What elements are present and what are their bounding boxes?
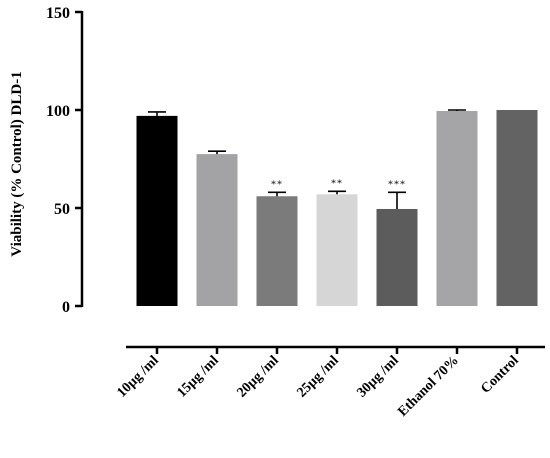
x-axis: [126, 345, 545, 354]
bar: [256, 196, 298, 306]
category-label: Control: [478, 353, 522, 397]
significance-marker: ***: [388, 179, 406, 190]
y-tick-label: 0: [62, 299, 70, 316]
bar: [496, 110, 538, 306]
category-labels: 10µg /ml 15µg /ml 20µg /ml 25µg /ml 30µg /ml…: [114, 353, 521, 420]
category-label: 20µg /ml: [234, 353, 281, 400]
bar: [436, 110, 478, 306]
y-tick-label: 150: [46, 5, 70, 22]
y-tick-label: 100: [46, 103, 70, 120]
category-label: Ethanol 70%: [395, 353, 461, 419]
y-tick-label: 50: [54, 201, 70, 218]
significance-marker: **: [331, 178, 343, 189]
category-label: 30µg /ml: [354, 353, 401, 400]
error-bars: [148, 109, 466, 209]
y-axis-label: Viability (% Control) DLD-1: [9, 71, 25, 256]
bar: [196, 154, 238, 306]
category-label: 15µg /ml: [174, 353, 221, 400]
bar: [316, 194, 358, 306]
bars: [136, 110, 538, 306]
bar: [376, 208, 418, 306]
significance-markers: ** ** ***: [271, 178, 406, 190]
bar: [136, 115, 178, 306]
category-label: 10µg /ml: [114, 353, 161, 400]
significance-marker: **: [271, 179, 283, 190]
y-axis: 0 50 100 150: [46, 5, 84, 316]
category-label: 25µg /ml: [294, 353, 341, 400]
